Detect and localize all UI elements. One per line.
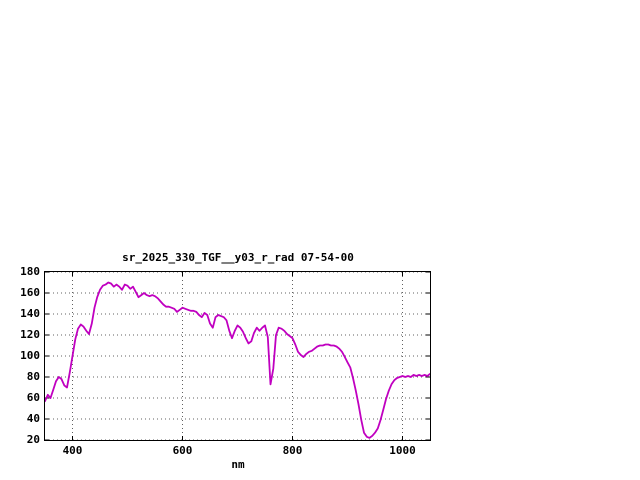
x-tick-label: 1000 bbox=[389, 444, 416, 457]
y-tick-label: 100 bbox=[20, 349, 40, 362]
y-tick-label: 40 bbox=[26, 412, 40, 425]
x-tick-label: 400 bbox=[62, 444, 83, 457]
y-tick-label: 60 bbox=[26, 391, 40, 404]
y-tick-label: 180 bbox=[20, 265, 40, 278]
chart-title: sr_2025_330_TGF__y03_r_rad 07-54-00 bbox=[122, 251, 354, 264]
x-tick-label: 800 bbox=[282, 444, 303, 457]
y-tick-label: 120 bbox=[20, 328, 40, 341]
x-axis-label: nm bbox=[231, 458, 245, 471]
y-tick-label: 20 bbox=[26, 433, 40, 446]
data-line bbox=[45, 281, 430, 439]
y-tick-label: 80 bbox=[26, 370, 40, 383]
y-tick-label: 140 bbox=[20, 307, 40, 320]
plot-frame bbox=[44, 271, 431, 441]
y-tick-label: 160 bbox=[20, 286, 40, 299]
plot-svg bbox=[45, 272, 430, 440]
x-tick-label: 600 bbox=[172, 444, 193, 457]
